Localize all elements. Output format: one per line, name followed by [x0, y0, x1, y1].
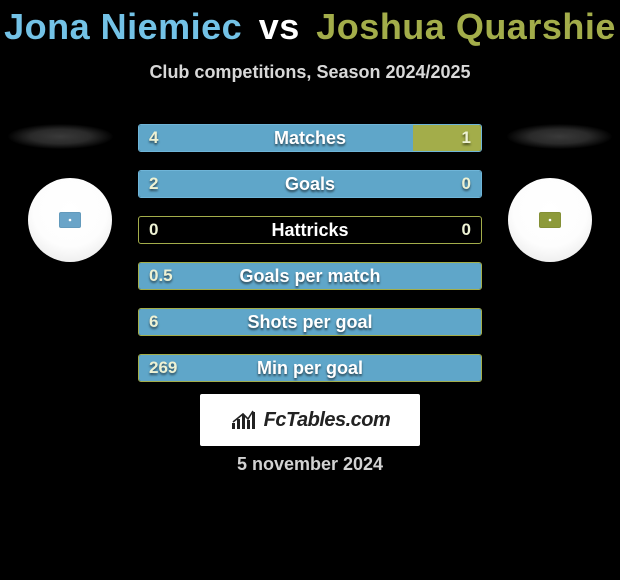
player1-badge — [28, 178, 112, 262]
stat-value-left: 2 — [149, 171, 158, 197]
comparison-title: Jona Niemiec vs Joshua Quarshie — [0, 0, 620, 48]
fctables-logo: FcTables.com — [200, 394, 420, 446]
stat-value-right: 1 — [462, 125, 471, 151]
stat-value-right: 0 — [462, 217, 471, 243]
player2-badge — [508, 178, 592, 262]
stat-bar-row: 0 0Hattricks — [138, 216, 482, 244]
player1-badge-icon — [59, 212, 81, 228]
stat-value-left: 269 — [149, 355, 177, 381]
stat-bar-row: 41Matches — [138, 124, 482, 152]
player1-shadow-ellipse — [8, 124, 113, 149]
stat-bar-row: 269Min per goal — [138, 354, 482, 382]
player2-name: Joshua Quarshie — [316, 6, 616, 47]
stat-value-right: 0 — [462, 171, 471, 197]
stat-bar-row: 20Goals — [138, 170, 482, 198]
player2-shadow-ellipse — [507, 124, 612, 149]
stat-bar-row: 6Shots per goal — [138, 308, 482, 336]
stat-value-left: 6 — [149, 309, 158, 335]
stat-value-left: 0.5 — [149, 263, 173, 289]
stat-value-left: 0 — [149, 217, 158, 243]
fctables-logo-text: FcTables.com — [264, 409, 391, 432]
snapshot-date: 5 november 2024 — [0, 454, 620, 475]
stat-value-left: 4 — [149, 125, 158, 151]
subtitle: Club competitions, Season 2024/2025 — [0, 62, 620, 83]
stat-bar-fill-left — [139, 355, 481, 381]
stat-bar-fill-left — [139, 125, 413, 151]
stat-bar-row: 0.5Goals per match — [138, 262, 482, 290]
player2-badge-icon — [539, 212, 561, 228]
stats-bars: 41Matches20Goals00Hattricks0.5Goals per … — [138, 124, 482, 400]
stat-label: Hattricks — [139, 217, 481, 243]
stat-bar-fill-left — [139, 309, 481, 335]
vs-text: vs — [259, 6, 300, 47]
player1-name: Jona Niemiec — [4, 6, 242, 47]
stat-bar-fill-left — [139, 171, 481, 197]
stat-bar-fill-left — [139, 263, 481, 289]
fctables-logo-icon — [230, 409, 258, 431]
